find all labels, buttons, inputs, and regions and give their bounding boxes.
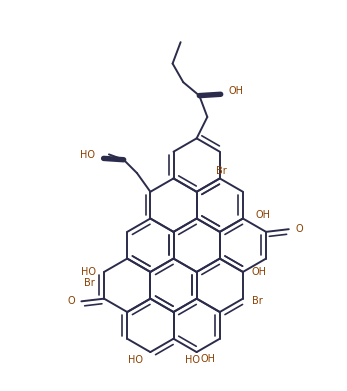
Text: OH: OH <box>200 354 215 364</box>
Text: HO: HO <box>81 151 95 160</box>
Text: O: O <box>67 296 75 306</box>
Text: HO: HO <box>81 267 96 277</box>
Text: HO: HO <box>185 355 201 365</box>
Text: OH: OH <box>251 267 266 277</box>
Text: Br: Br <box>84 278 95 289</box>
Text: O: O <box>295 224 303 234</box>
Text: Br: Br <box>252 296 263 305</box>
Text: Br: Br <box>216 166 227 176</box>
Text: OH: OH <box>256 210 271 220</box>
Text: HO: HO <box>128 355 143 364</box>
Text: OH: OH <box>228 86 243 96</box>
